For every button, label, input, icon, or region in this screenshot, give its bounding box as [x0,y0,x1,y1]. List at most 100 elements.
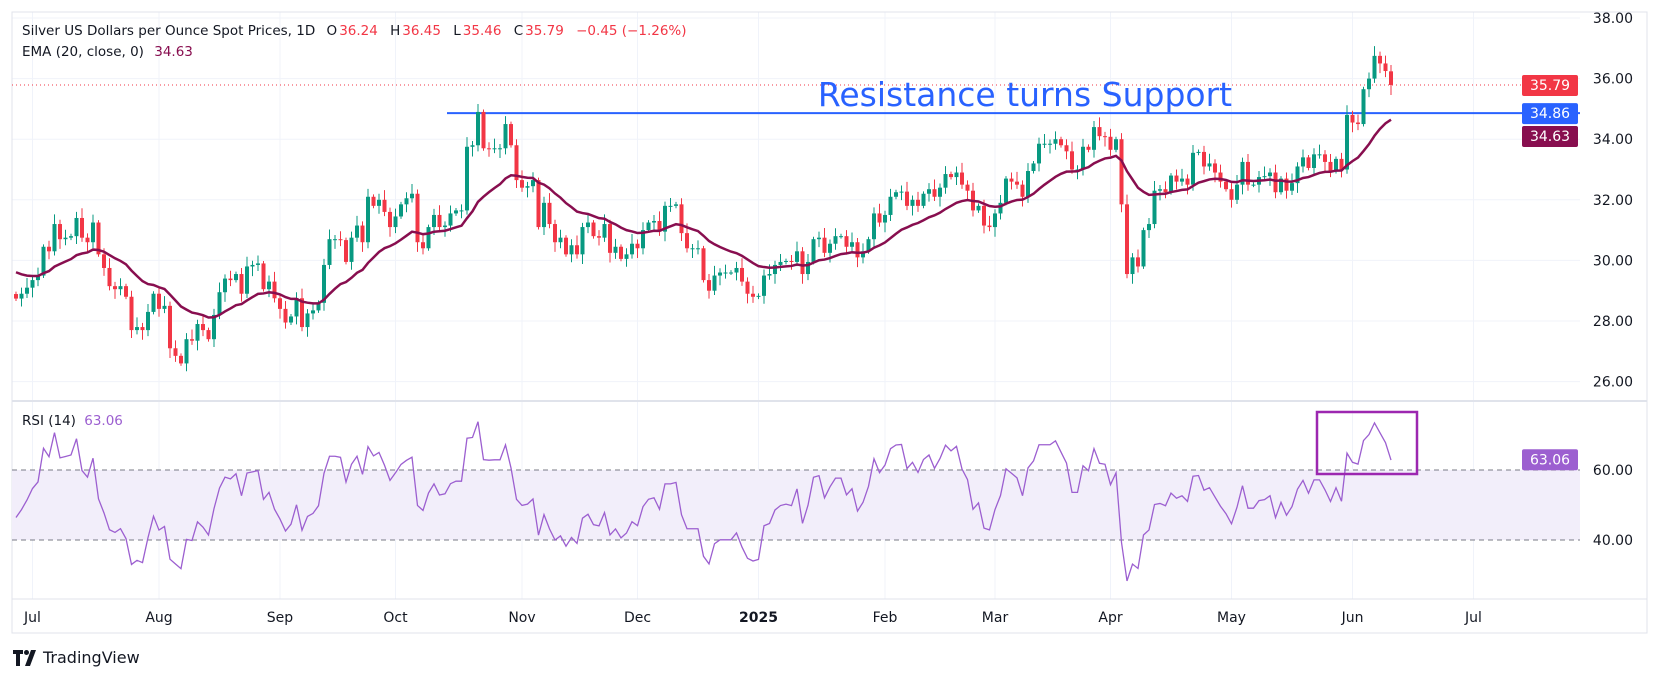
candle-body [712,275,717,291]
candle-body [569,245,574,255]
candle-body [564,237,568,255]
candle-body [1174,175,1179,182]
candle-body [382,199,387,212]
ema-price-tag-bg [1522,126,1578,147]
resistance-price-tag: 34.86 [1530,106,1570,122]
candle-body [1295,166,1300,184]
candle-body [1158,189,1162,191]
time-tick-label: Jul [1464,610,1482,626]
candle-body [773,264,777,275]
candle-body [239,274,244,294]
price-tick-label: 26.00 [1593,375,1633,391]
time-tick-label: May [1217,610,1246,626]
candle-body [448,213,453,226]
candle-body [63,237,68,240]
candle-body [718,272,722,276]
candle-body [228,278,233,281]
candle-body [1378,55,1382,64]
candle-body [822,237,827,253]
candle-body [987,225,992,228]
candle-body [316,302,321,311]
candle-body [294,298,299,317]
candle-body [272,281,277,299]
candle-body [179,355,183,364]
candle-body [575,245,579,255]
candle-body [756,295,761,297]
time-axis[interactable]: Jul Aug Sep Oct Nov Dec 2025 Feb Mar Apr May Jun Jul [23,610,1482,626]
candle-body [19,293,24,299]
ema-line [15,118,1392,319]
candle-body [1169,175,1173,193]
candle-body [1284,178,1289,191]
candle-body [1026,171,1030,197]
candle-body [729,272,733,274]
candle-body [872,213,876,240]
tradingview-logo[interactable]: TradingView [13,648,140,667]
candle-body [1180,178,1184,182]
candle-body [69,236,73,238]
candle-body [1290,183,1294,191]
candle-body [938,187,942,197]
candle-body [250,264,255,267]
candles [14,46,1393,372]
candle-body [916,199,920,206]
candle-body [641,230,645,249]
price-tick-label: 32.00 [1593,193,1633,209]
candle-body [1147,224,1151,231]
candle-body [1383,63,1388,72]
rsi-legend[interactable]: RSI (14) 63.06 [22,413,123,429]
candle-body [52,224,57,252]
candle-body [1339,158,1344,170]
price-tick-label: 38.00 [1593,11,1633,27]
candle-body [344,240,348,262]
candle-body [388,211,392,228]
candle-body [305,313,310,328]
candle-body [514,145,519,181]
open-value: 36.24 [339,23,378,39]
resistance-annotation: Resistance turns Support [818,75,1232,114]
candle-body [36,275,40,281]
candle-body [151,293,156,312]
candle-body [943,174,948,188]
candle-body [762,275,766,296]
candle-body [41,246,46,276]
candle-body [322,264,326,303]
rsi-value-tag-bg [1522,449,1578,471]
candle-body [1108,136,1113,150]
candle-body [118,286,123,290]
rsi-band-fill [12,470,1580,540]
candle-body [135,327,139,331]
candle-body [707,280,711,291]
candle-body [652,221,656,223]
candle-body [1202,151,1206,167]
ema-legend[interactable]: EMA (20, close, 0) 34.63 [22,44,195,60]
symbol-legend[interactable]: Silver US Dollars per Ounce Spot Prices,… [22,23,689,39]
candle-body [1130,257,1135,275]
price-tick-label: 28.00 [1593,314,1633,330]
candle-body [800,251,805,275]
candle-body [217,292,222,315]
candle-body [443,225,447,228]
candle-body [432,214,436,228]
candle-body [355,225,359,238]
time-tick-label: Jun [1341,610,1364,626]
candle-body [1207,163,1212,167]
candle-body [393,216,398,228]
candle-body [960,172,964,185]
candle-body [1372,55,1377,79]
candle-body [459,210,464,212]
candle-body [366,196,370,243]
high-value: 36.45 [402,23,441,39]
candle-body [1317,154,1322,156]
ema-price-tag: 34.63 [1530,129,1570,145]
price-tick-label: 34.00 [1593,132,1633,148]
candle-body [1334,158,1338,172]
rsi-value: 63.06 [84,413,123,429]
candle-body [1152,190,1157,225]
price-axis[interactable]: 38.00 36.00 34.00 32.00 30.00 28.00 26.00 60.00… [1593,11,1633,549]
candle-body [1213,163,1217,173]
candle-body [789,261,794,263]
candle-body [1009,178,1014,182]
candle-body [905,191,909,206]
